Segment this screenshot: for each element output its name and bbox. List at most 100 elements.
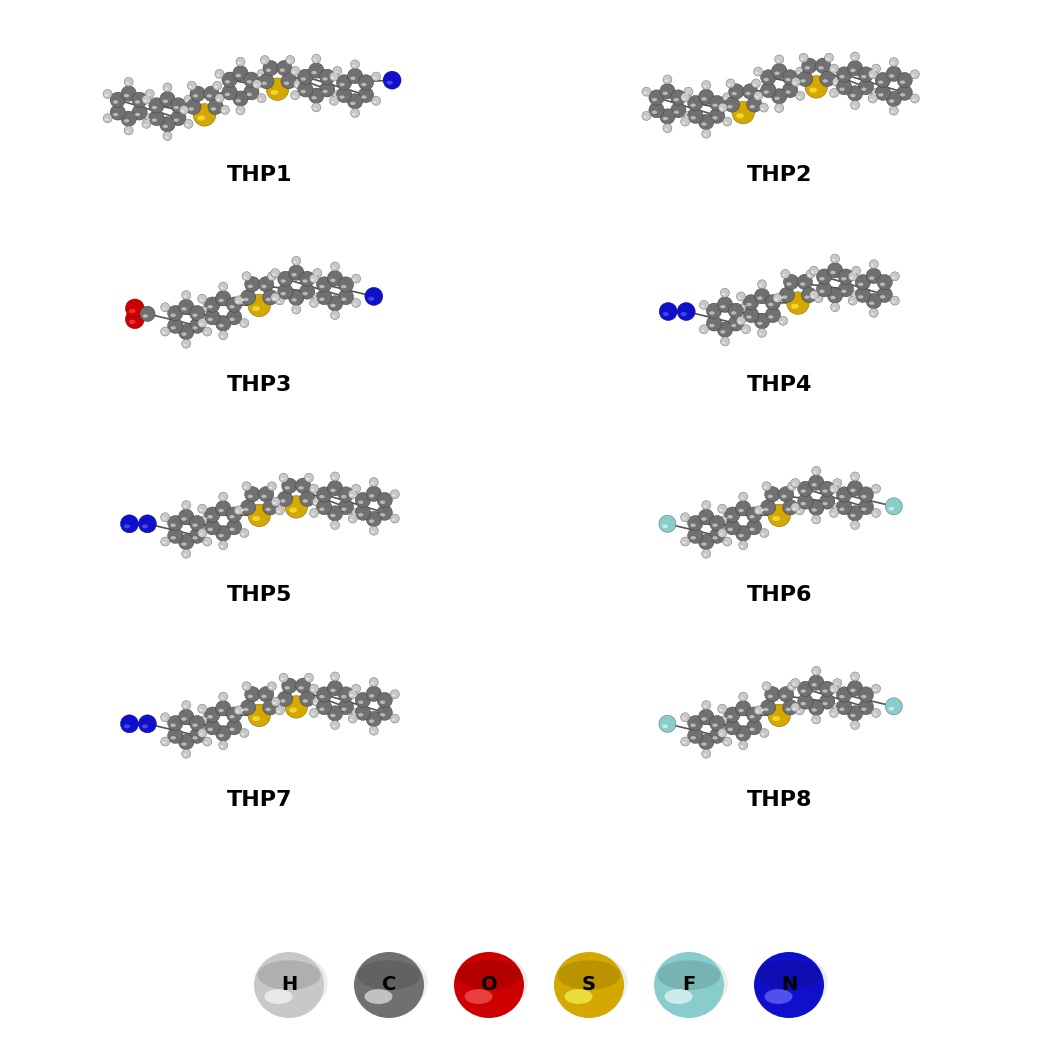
Ellipse shape bbox=[266, 508, 271, 511]
Ellipse shape bbox=[743, 305, 746, 307]
Ellipse shape bbox=[200, 509, 203, 511]
Ellipse shape bbox=[719, 709, 722, 711]
Ellipse shape bbox=[789, 687, 792, 689]
Circle shape bbox=[681, 93, 689, 102]
Ellipse shape bbox=[873, 689, 877, 691]
Circle shape bbox=[275, 296, 284, 305]
Ellipse shape bbox=[792, 683, 796, 686]
Ellipse shape bbox=[362, 83, 367, 86]
Circle shape bbox=[330, 311, 339, 320]
Ellipse shape bbox=[834, 82, 838, 84]
Ellipse shape bbox=[332, 315, 335, 317]
Ellipse shape bbox=[219, 734, 224, 737]
Text: H: H bbox=[281, 975, 297, 994]
Ellipse shape bbox=[332, 726, 335, 728]
Circle shape bbox=[648, 90, 664, 105]
Circle shape bbox=[163, 83, 172, 92]
Circle shape bbox=[877, 287, 892, 302]
Ellipse shape bbox=[144, 124, 147, 126]
Circle shape bbox=[768, 504, 790, 526]
Circle shape bbox=[798, 694, 813, 709]
Ellipse shape bbox=[749, 105, 755, 108]
Circle shape bbox=[241, 500, 255, 515]
Ellipse shape bbox=[392, 495, 395, 497]
Circle shape bbox=[203, 303, 211, 312]
Circle shape bbox=[699, 510, 714, 524]
Circle shape bbox=[179, 534, 193, 550]
Circle shape bbox=[168, 728, 183, 743]
Circle shape bbox=[755, 289, 769, 303]
Circle shape bbox=[718, 322, 733, 337]
Circle shape bbox=[309, 63, 324, 78]
Ellipse shape bbox=[869, 301, 874, 305]
Ellipse shape bbox=[912, 75, 915, 77]
Ellipse shape bbox=[229, 528, 234, 531]
Ellipse shape bbox=[731, 312, 737, 315]
Circle shape bbox=[219, 282, 228, 291]
Ellipse shape bbox=[719, 509, 722, 511]
Circle shape bbox=[316, 699, 332, 715]
Ellipse shape bbox=[284, 81, 289, 85]
Circle shape bbox=[103, 114, 112, 123]
Ellipse shape bbox=[219, 324, 224, 327]
Ellipse shape bbox=[739, 534, 744, 537]
Ellipse shape bbox=[229, 715, 234, 718]
Ellipse shape bbox=[871, 264, 874, 266]
Circle shape bbox=[725, 719, 740, 735]
Ellipse shape bbox=[767, 495, 772, 498]
Circle shape bbox=[779, 316, 787, 325]
Circle shape bbox=[648, 102, 664, 118]
Circle shape bbox=[775, 55, 784, 64]
Ellipse shape bbox=[124, 524, 130, 529]
Ellipse shape bbox=[850, 301, 853, 303]
Circle shape bbox=[233, 65, 248, 81]
Circle shape bbox=[709, 96, 725, 111]
Ellipse shape bbox=[207, 715, 213, 718]
Ellipse shape bbox=[303, 292, 308, 295]
Ellipse shape bbox=[313, 107, 316, 110]
Ellipse shape bbox=[654, 952, 724, 1018]
Circle shape bbox=[305, 673, 313, 682]
Ellipse shape bbox=[873, 513, 877, 515]
Circle shape bbox=[233, 91, 248, 106]
Circle shape bbox=[890, 296, 900, 305]
Circle shape bbox=[811, 515, 821, 524]
Circle shape bbox=[369, 727, 378, 735]
Ellipse shape bbox=[822, 702, 828, 706]
Ellipse shape bbox=[368, 297, 374, 301]
Ellipse shape bbox=[311, 713, 314, 715]
Circle shape bbox=[746, 519, 762, 535]
Circle shape bbox=[282, 478, 297, 494]
Circle shape bbox=[189, 715, 205, 731]
Ellipse shape bbox=[252, 306, 260, 311]
Ellipse shape bbox=[188, 107, 193, 111]
Circle shape bbox=[754, 92, 763, 100]
Circle shape bbox=[240, 504, 249, 513]
Circle shape bbox=[293, 80, 303, 88]
Ellipse shape bbox=[186, 100, 189, 102]
Ellipse shape bbox=[242, 709, 245, 711]
Circle shape bbox=[725, 519, 740, 535]
Ellipse shape bbox=[785, 91, 790, 94]
Ellipse shape bbox=[225, 80, 230, 83]
Ellipse shape bbox=[841, 277, 846, 280]
Circle shape bbox=[706, 316, 722, 331]
Circle shape bbox=[758, 280, 766, 289]
Ellipse shape bbox=[273, 702, 276, 704]
Circle shape bbox=[760, 704, 768, 713]
Circle shape bbox=[742, 300, 750, 310]
Circle shape bbox=[352, 509, 360, 517]
Ellipse shape bbox=[762, 733, 765, 735]
Circle shape bbox=[723, 93, 731, 102]
Circle shape bbox=[847, 505, 863, 521]
Circle shape bbox=[352, 484, 360, 493]
Ellipse shape bbox=[681, 312, 687, 316]
Ellipse shape bbox=[801, 502, 806, 505]
Circle shape bbox=[219, 740, 228, 750]
Circle shape bbox=[820, 481, 834, 497]
Circle shape bbox=[263, 290, 279, 305]
Ellipse shape bbox=[767, 695, 772, 698]
Circle shape bbox=[222, 72, 238, 87]
Circle shape bbox=[765, 486, 780, 502]
Circle shape bbox=[110, 93, 125, 107]
